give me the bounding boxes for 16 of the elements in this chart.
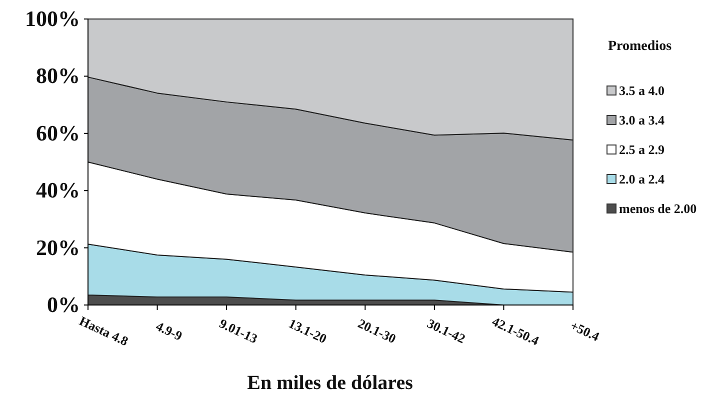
y-tick-label: 40%: [36, 178, 80, 203]
y-tick-label: 20%: [36, 234, 80, 260]
legend-label: 2.0 a 2.4: [619, 172, 665, 186]
legend-title: Promedios: [608, 39, 672, 54]
y-tick-label: 100%: [25, 6, 80, 32]
legend-label: 3.0 a 3.4: [619, 112, 665, 128]
legend-label: 2.5 a 2.9: [619, 142, 665, 157]
y-tick-label: 0%: [47, 292, 80, 318]
x-axis-title: En miles de dólares: [247, 372, 414, 394]
text: 3.5 a 4.0: [619, 83, 664, 98]
legend-label: menos de 2.00: [619, 201, 697, 216]
y-tick-label: 60%: [36, 120, 80, 146]
x-tick-label: +50.4: [568, 318, 602, 344]
x-tick-label: 4.9-9: [154, 318, 186, 344]
x-tick-label: Hasta 4.8: [77, 313, 132, 349]
y-tick-label: 80%: [36, 63, 80, 88]
